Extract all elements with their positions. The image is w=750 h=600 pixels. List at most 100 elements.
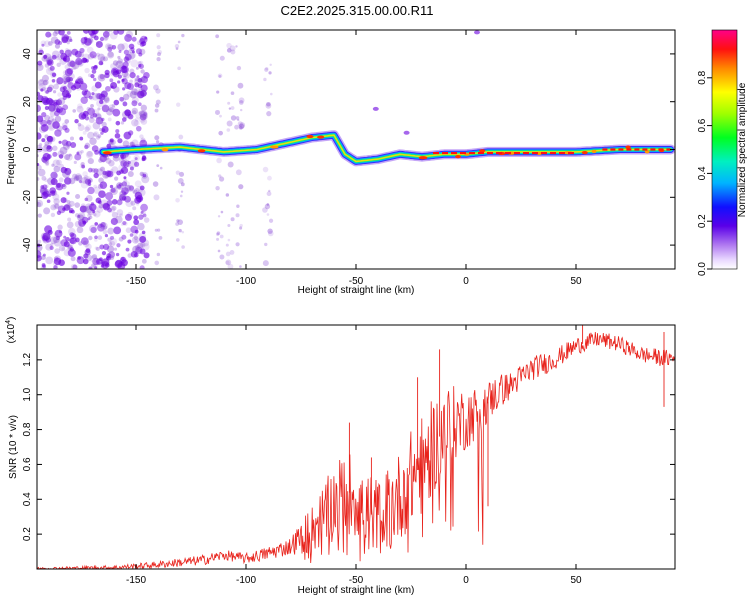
noise-blob [118,50,122,54]
noise-blob [49,245,54,250]
noise-blob [154,260,160,266]
noise-blob [100,166,106,172]
noise-blob [40,124,49,132]
noise-blob [109,70,116,77]
noise-blob [87,73,92,78]
noise-blob [235,169,242,176]
noise-blob [123,176,127,180]
noise-blob [66,68,74,75]
noise-blob [139,197,143,201]
noise-blob [127,239,132,244]
noise-blob [93,212,97,217]
noise-blob [43,79,49,86]
noise-blob [94,246,99,250]
noise-blob [181,245,185,249]
noise-blob [121,78,128,85]
noise-blob [54,248,60,254]
noise-blob [229,250,235,255]
noise-blob [128,49,132,53]
noise-blob [120,160,128,167]
noise-blob [90,103,94,108]
x-tick-label: 50 [570,276,582,287]
noise-blob [117,74,122,79]
noise-blob [75,57,83,66]
noise-blob [239,126,243,130]
noise-blob [80,150,84,154]
noise-blob [37,115,44,123]
noise-blob [154,135,160,141]
x-tick-label: 50 [570,575,582,586]
y-tick-label: 0.2 [22,527,33,541]
noise-blob [142,239,150,247]
noise-blob [94,235,98,240]
noise-blob [62,70,68,76]
noise-blob [114,133,121,139]
noise-blob [225,251,231,257]
noise-blob [65,36,69,40]
noise-blob [70,256,76,262]
noise-blob [103,243,110,250]
noise-blob [143,217,150,223]
noise-blob [68,73,75,80]
noise-blob [62,104,69,111]
noise-blob [58,177,64,183]
noise-blob [133,91,138,96]
x-tick-label: 0 [463,276,469,287]
noise-blob [266,191,272,197]
noise-blob [235,45,238,48]
noise-blob [66,31,71,35]
noise-blob [61,34,70,42]
noise-blob [76,256,85,265]
noise-blob [80,237,89,245]
y-tick-label: 0 [22,146,33,152]
noise-blob [121,187,129,195]
noise-blob [94,238,98,242]
noise-blob [97,107,101,111]
y-tick-label: 0.6 [22,457,33,471]
noise-blob [238,123,245,130]
noise-blob [175,197,180,203]
noise-blob [109,31,118,40]
noise-blob [268,218,274,223]
noise-blob [140,242,146,248]
noise-blob [107,51,115,59]
noise-blob [69,237,77,245]
noise-blob [138,110,146,117]
noise-blob [98,190,106,199]
noise-blob [54,203,60,209]
noise-blob [128,43,135,50]
spectrogram-y-ticks: -40 -20 0 20 40 [22,48,675,252]
x-tick-label: -100 [236,575,256,586]
noise-blob [227,161,234,168]
noise-blob [98,60,104,66]
noise-blob [91,69,97,74]
noise-blob [124,109,132,117]
noise-blob [103,155,109,161]
noise-blob [86,114,90,119]
noise-blob [93,168,99,174]
noise-blob [130,200,136,206]
noise-blob [74,50,82,58]
noise-blob [217,249,221,253]
noise-blob [99,167,104,172]
noise-blob [116,69,122,75]
noise-blob [60,52,68,60]
noise-blob [101,251,107,256]
noise-blob [47,123,56,131]
noise-blob [100,222,106,228]
noise-blob [139,139,148,148]
colorbar-gradient [711,29,738,270]
noise-blob [45,184,49,189]
noise-blob [103,37,108,42]
noise-blob [139,235,147,243]
noise-blob [51,78,56,83]
noise-blob [228,107,232,110]
noise-blob [105,157,112,164]
noise-blob [45,90,49,94]
noise-blob [51,72,57,78]
noise-blob [41,74,49,82]
noise-blob [237,82,244,89]
noise-blob [111,211,119,219]
noise-blob [47,136,53,142]
noise-blob [268,189,271,193]
